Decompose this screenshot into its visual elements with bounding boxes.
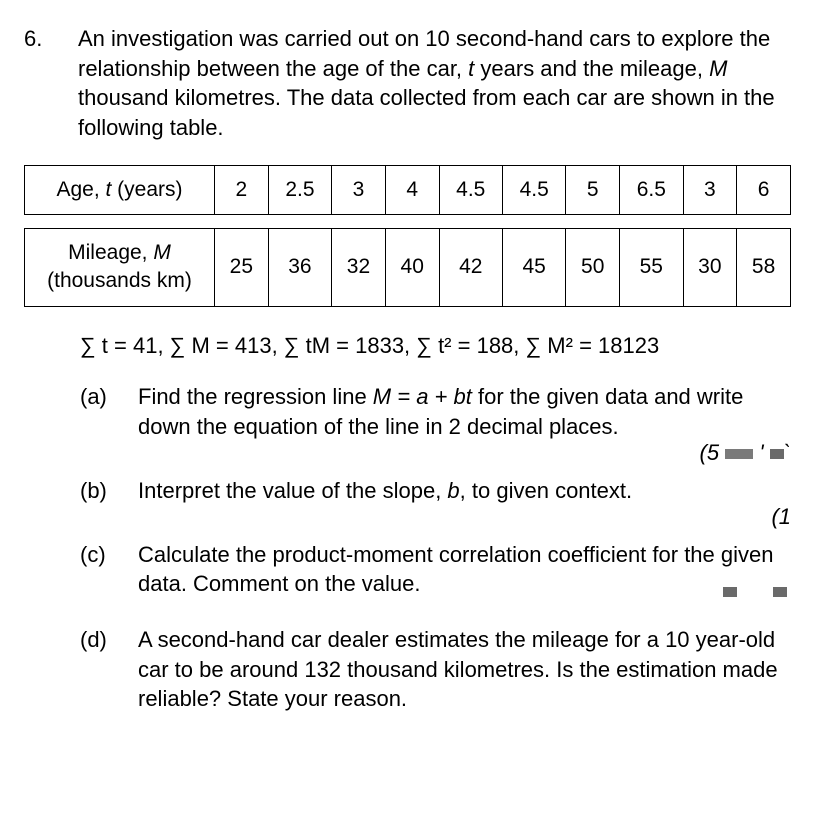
part-b-var: b	[447, 478, 459, 503]
row2-var: M	[153, 241, 171, 264]
row1-label-pre: Age,	[56, 178, 105, 201]
intro-text-3: thousand kilometres. The data collected …	[78, 85, 775, 140]
intro-text-2: years and the mileage,	[474, 56, 709, 81]
cell: 6.5	[620, 165, 683, 214]
part-label: (b)	[80, 476, 116, 506]
cell: 30	[683, 229, 737, 307]
data-table: Age, t (years) 2 2.5 3 4 4.5 4.5 5 6.5 3…	[24, 165, 791, 307]
part-d: (d) A second-hand car dealer estimates t…	[80, 625, 791, 714]
part-text: Interpret the value of the slope, b, to …	[138, 476, 791, 506]
cell: 50	[566, 229, 620, 307]
question-header: 6. An investigation was carried out on 1…	[24, 24, 791, 143]
part-text: A second-hand car dealer estimates the m…	[138, 625, 791, 714]
redacted-icon	[770, 449, 784, 459]
part-b-pre: Interpret the value of the slope,	[138, 478, 447, 503]
part-a-eq: M = a + bt	[373, 384, 472, 409]
cell: 25	[215, 229, 269, 307]
cell: 36	[268, 229, 331, 307]
part-label: (d)	[80, 625, 116, 714]
cell: 5	[566, 165, 620, 214]
part-label: (c)	[80, 540, 116, 599]
table-row: Mileage, M(thousands km) 25 36 32 40 42 …	[25, 229, 791, 307]
table-row: Age, t (years) 2 2.5 3 4 4.5 4.5 5 6.5 3…	[25, 165, 791, 214]
cell: 4	[385, 165, 439, 214]
cell: 2	[215, 165, 269, 214]
marks-hint: (5 ' `	[700, 438, 791, 468]
row2-label-post: (thousands km)	[47, 269, 192, 292]
part-label: (a)	[80, 382, 116, 441]
cell: 55	[620, 229, 683, 307]
redacted-icon	[773, 587, 787, 597]
part-b-post: , to given context.	[460, 478, 632, 503]
question-intro: An investigation was carried out on 10 s…	[78, 24, 791, 143]
cell: 3	[683, 165, 737, 214]
marks-apos: '	[759, 440, 769, 465]
part-a-pre: Find the regression line	[138, 384, 373, 409]
marks-hint: (1	[771, 502, 791, 532]
cell: 40	[385, 229, 439, 307]
cell: 32	[332, 229, 386, 307]
part-c-text: Calculate the product-moment correlation…	[138, 542, 774, 597]
cell: 2.5	[268, 165, 331, 214]
page: 6. An investigation was carried out on 1…	[0, 0, 829, 764]
marks-open: (1	[771, 504, 791, 529]
part-c: (c) Calculate the product-moment correla…	[80, 540, 791, 599]
part-text: Calculate the product-moment correlation…	[138, 540, 791, 599]
part-text: Find the regression line M = a + bt for …	[138, 382, 791, 441]
intro-var-m: M	[709, 56, 727, 81]
redacted-icon	[725, 449, 753, 459]
table-spacer	[25, 215, 791, 229]
row2-label-pre: Mileage,	[68, 241, 153, 264]
marks-open: (5	[700, 440, 720, 465]
cell: 4.5	[502, 165, 565, 214]
cell: 3	[332, 165, 386, 214]
question-number: 6.	[24, 24, 54, 143]
redacted-icon	[723, 587, 737, 597]
row1-header: Age, t (years)	[25, 165, 215, 214]
cell: 45	[502, 229, 565, 307]
cell: 4.5	[439, 165, 502, 214]
row1-label-post: (years)	[111, 178, 182, 201]
cell: 42	[439, 229, 502, 307]
part-a: (a) Find the regression line M = a + bt …	[80, 382, 791, 441]
marks-close: `	[784, 440, 791, 465]
summary-stats: ∑ t = 41, ∑ M = 413, ∑ tM = 1833, ∑ t² =…	[80, 331, 791, 361]
cell: 6	[737, 165, 791, 214]
row2-header: Mileage, M (thousands km)	[25, 229, 215, 307]
cell: 58	[737, 229, 791, 307]
part-b: (b) Interpret the value of the slope, b,…	[80, 476, 791, 506]
